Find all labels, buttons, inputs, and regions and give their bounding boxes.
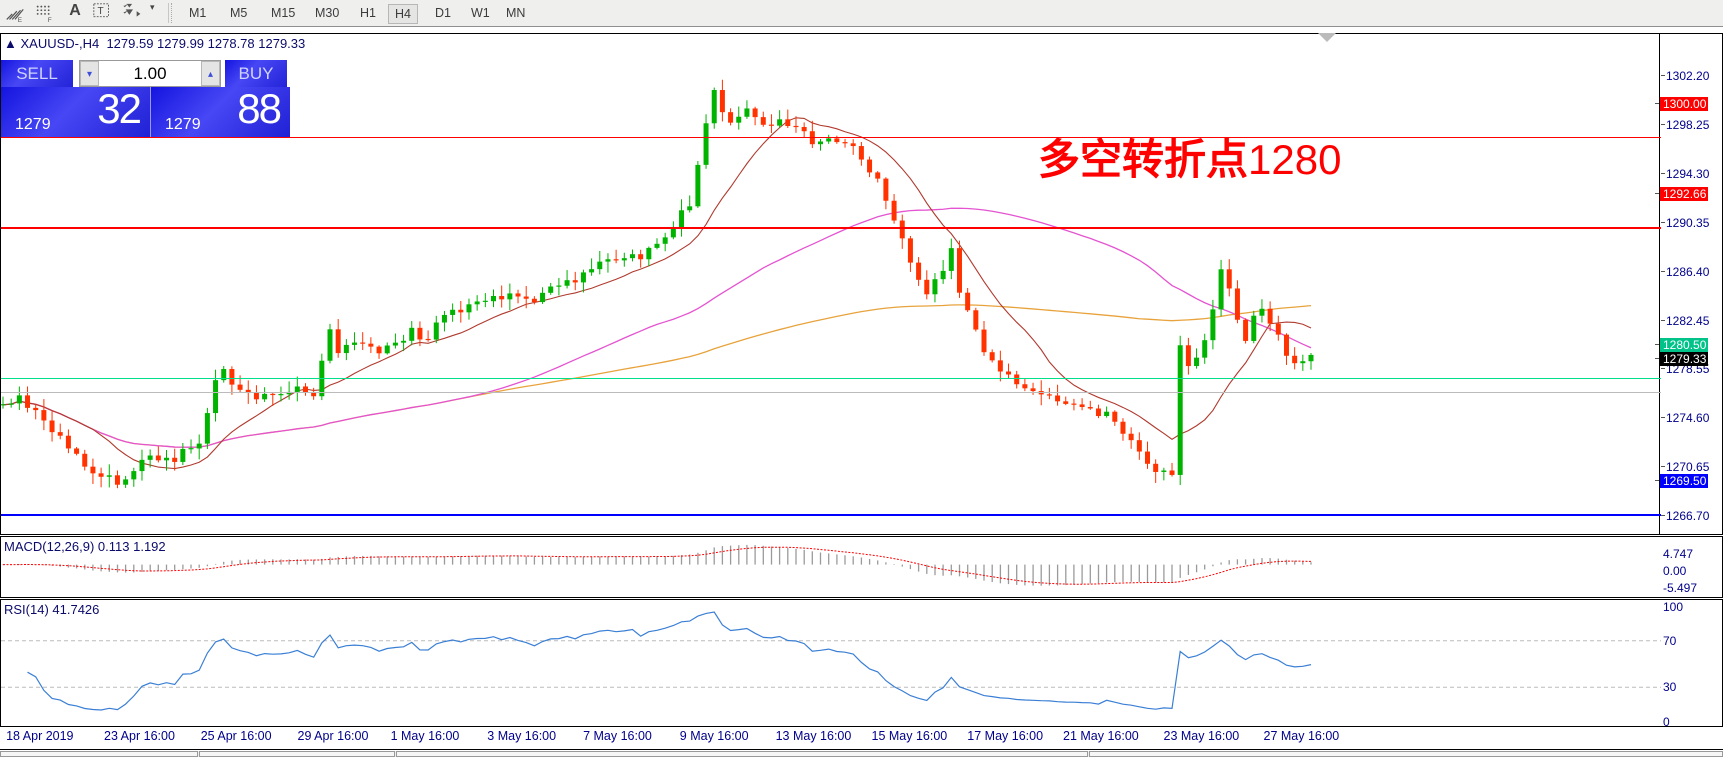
svg-text:T: T [98, 6, 104, 17]
svg-text:F: F [48, 17, 52, 24]
svg-text:E: E [18, 17, 22, 24]
